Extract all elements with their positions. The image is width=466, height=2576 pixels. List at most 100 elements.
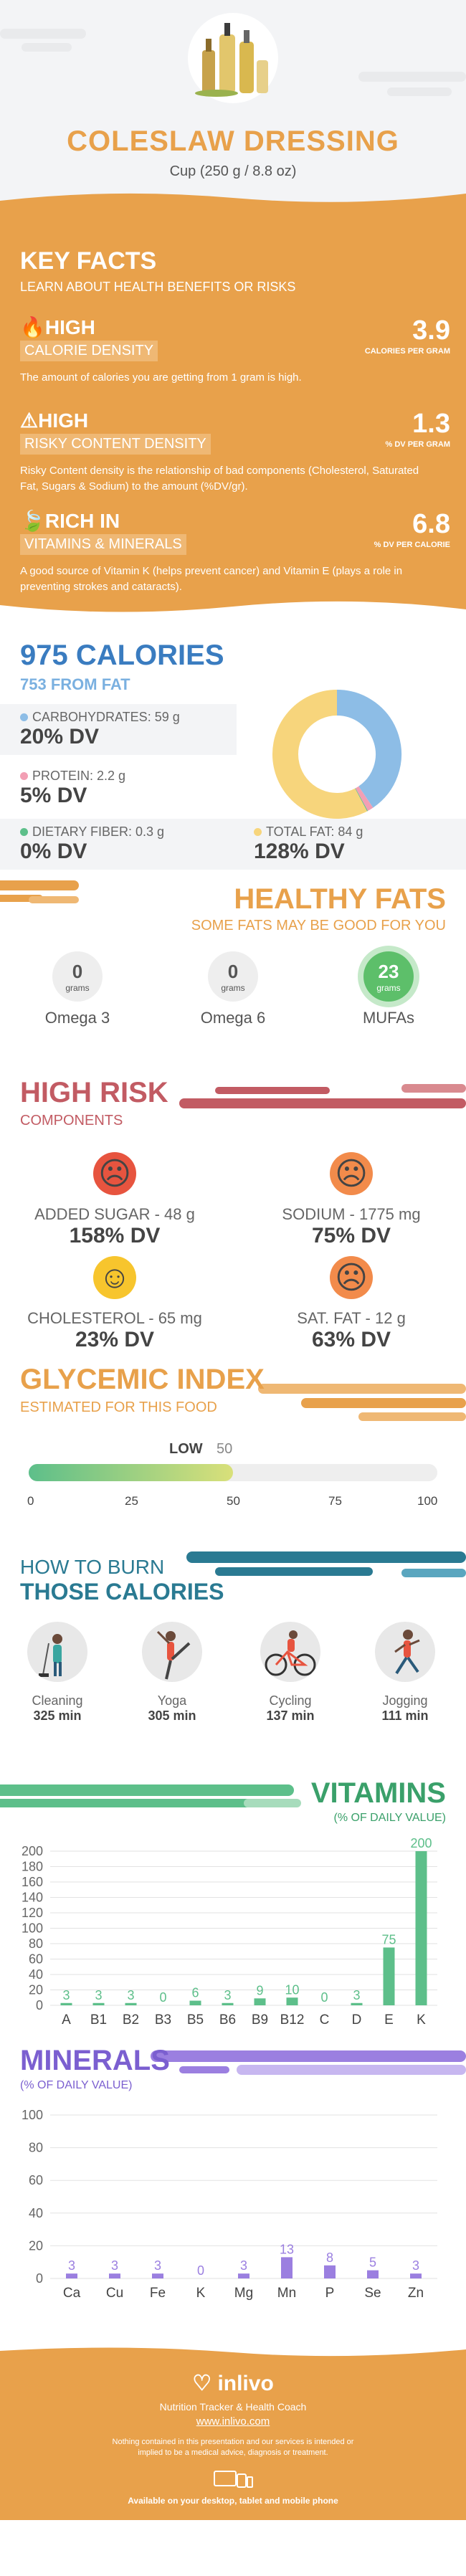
scale-label: 0 (27, 1494, 34, 1508)
data-label: 3 (353, 1988, 360, 2002)
glycemic-level: LOW (169, 1441, 203, 1457)
x-tick-label: B5 (187, 2012, 204, 2028)
x-tick-label: Zn (408, 2286, 424, 2301)
fat-omega-3: 0 grams Omega 3 (24, 951, 131, 1027)
page-title: COLESLAW DRESSING (67, 125, 399, 157)
y-tick-label: 80 (29, 2141, 43, 2155)
fat-dot (254, 828, 262, 836)
brand-url-link[interactable]: www.inlivo.com (196, 2415, 270, 2428)
data-label: 3 (95, 1988, 102, 2002)
bar-K (415, 1851, 427, 2005)
carbs-dot (20, 713, 28, 721)
risk-decor (179, 1084, 466, 1108)
bar-B6 (222, 2002, 234, 2005)
risk-name: CHOLESTEROL - 65 mg (27, 1309, 202, 1327)
scale-label: 50 (227, 1494, 240, 1508)
y-tick-label: 40 (29, 2206, 43, 2220)
y-tick-label: 0 (36, 2271, 43, 2286)
healthy-fats-subtitle: SOME FATS MAY BE GOOD FOR YOU (191, 918, 446, 933)
x-tick-label: B3 (155, 2012, 171, 2028)
data-label: 6 (191, 1986, 199, 2000)
y-tick-label: 60 (29, 2173, 43, 2187)
macro-name: DIETARY FIBER: 0.3 g (32, 824, 165, 839)
data-label: 3 (127, 1988, 134, 2002)
glycemic-track (29, 1464, 437, 1481)
fat-circle: 0 grams (52, 951, 103, 1002)
burn-calories-section: HOW TO BURN THOSE CALORIES Cleaning 325 … (0, 1543, 466, 1776)
risk-dv: 75% DV (311, 1224, 391, 1247)
fact-risky-content-density: ⚠HIGH RISKY CONTENT DENSITY Risky Conten… (20, 409, 450, 495)
fat-unit: grams (221, 982, 245, 993)
healthy-fats-section: HEALTHY FATS SOME FATS MAY BE GOOD FOR Y… (0, 876, 466, 1063)
brand-logo[interactable]: ♡ inlivo (0, 2371, 466, 2396)
macro-dv: 0% DV (20, 840, 87, 863)
fat-name: MUFAs (362, 1009, 415, 1027)
jogging-icon (375, 1622, 435, 1682)
data-label: 5 (369, 2256, 376, 2270)
high-risk-subtitle: COMPONENTS (20, 1113, 123, 1128)
activity-name: Cycling (269, 1693, 312, 1708)
frown-face-icon: ☹ (330, 1256, 373, 1299)
fat-unit: grams (376, 982, 401, 993)
activity-minutes: 325 min (33, 1708, 82, 1723)
y-tick-label: 60 (29, 1952, 43, 1967)
activity-yoga: Yoga 305 min (129, 1622, 215, 1724)
data-label: 75 (381, 1932, 396, 1947)
burn-title-line2: THOSE CALORIES (20, 1579, 224, 1605)
x-tick-label: Ca (63, 2286, 81, 2301)
activity-name: Yoga (157, 1693, 187, 1708)
coleslaw-dressing-image (188, 13, 278, 103)
minerals-section: MINERALS (% OF DAILY VALUE) 0 20 40 60 80 100… (0, 2038, 466, 2342)
fact-label: VITAMINS & MINERALS (20, 534, 186, 555)
macro-name: TOTAL FAT: 84 g (266, 824, 363, 839)
bar-E (383, 1947, 395, 2005)
activity-cycling: Cycling 137 min (247, 1622, 333, 1724)
glycemic-fill (29, 1464, 233, 1481)
risk-dv: 63% DV (311, 1328, 391, 1351)
bar-Ca (66, 2273, 77, 2278)
vitamins-bar-chart: 0204060801001201401601802003A3B13B20B36B… (22, 1836, 437, 2028)
fats-decor (0, 880, 79, 903)
fact-level: RICH IN (44, 510, 120, 532)
calories-title: 975 CALORIES (20, 640, 224, 671)
fact-value: 3.9 (412, 315, 450, 346)
brand-tagline: Nutrition Tracker & Health Coach (159, 2401, 307, 2413)
activity-minutes: 137 min (266, 1708, 315, 1723)
fiber-dot (20, 828, 28, 836)
bar-B2 (125, 2002, 137, 2005)
risk-sat-fat: ☹ SAT. FAT - 12 g 63% DV (244, 1256, 459, 1352)
cleaning-icon (27, 1622, 87, 1682)
data-label: 0 (197, 2263, 204, 2278)
y-tick-label: 120 (22, 1906, 43, 1920)
vitamins-title: VITAMINS (310, 1777, 446, 1809)
macro-dietary-fiber: DIETARY FIBER: 0.3 g 0% DV (0, 819, 237, 870)
fact-label: RISKY CONTENT DENSITY (20, 434, 211, 455)
macro-protein: PROTEIN: 2.2 g 5% DV (0, 763, 229, 814)
frown-face-icon: ☹ (93, 1152, 136, 1195)
flame-icon: 🔥 (20, 316, 45, 338)
risk-dv: 158% DV (69, 1224, 161, 1247)
fat-omega-6: 0 grams Omega 6 (179, 951, 287, 1027)
risk-name: SODIUM - 1775 mg (282, 1205, 421, 1223)
y-tick-label: 80 (29, 1936, 43, 1951)
data-label: 3 (62, 1988, 70, 2002)
activity-name: Cleaning (32, 1693, 83, 1708)
fact-unit: % DV PER GRAM (385, 440, 450, 449)
leaf-icon: 🍃 (20, 510, 45, 532)
fact-unit: CALORIES PER GRAM (364, 347, 450, 356)
x-tick-label: D (352, 2012, 362, 2028)
risk-name: SAT. FAT - 12 g (297, 1309, 406, 1327)
x-tick-label: C (320, 2012, 330, 2028)
activity-name: Jogging (382, 1693, 428, 1708)
activity-minutes: 111 min (381, 1708, 429, 1723)
y-tick-label: 140 (22, 1891, 43, 1905)
yoga-icon (142, 1622, 202, 1682)
x-tick-label: E (384, 2012, 394, 2028)
fact-level: HIGH (44, 316, 95, 338)
fact-vitamins-minerals: 🍃RICH IN VITAMINS & MINERALS A good sour… (20, 509, 450, 595)
data-label: 3 (412, 2258, 419, 2273)
y-tick-label: 200 (22, 1844, 43, 1858)
risk-added-sugar: ☹ ADDED SUGAR - 48 g 158% DV (7, 1152, 222, 1248)
risk-cholesterol: ☺ CHOLESTEROL - 65 mg 23% DV (7, 1256, 222, 1352)
scale-label: 100 (417, 1494, 438, 1508)
